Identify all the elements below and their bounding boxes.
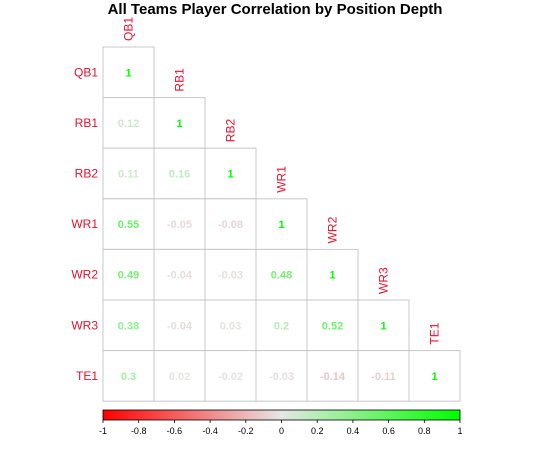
col-label-WR1: WR1: [275, 166, 289, 193]
correlation-values: 1 0.12 1 0.11 0.16 1 0.55 -0.05 -0.08 1 0.49 -0.04 -…: [118, 67, 438, 383]
value-WR1-QB1: 0.55: [118, 219, 139, 231]
value-TE1-WR2: -0.14: [320, 371, 346, 383]
cell-TE1-RB1: [153, 350, 206, 402]
value-WR2-RB2: -0.03: [218, 270, 243, 282]
color-legend-tick-label: 0.8: [418, 426, 431, 436]
cell-TE1-WR3: [357, 350, 410, 402]
cell-RB2-RB2: [204, 147, 257, 200]
col-label-TE1: TE1: [428, 322, 442, 344]
color-legend-tick-label: 0.2: [311, 426, 324, 436]
column-labels: QB1 RB1 RB2 WR1 WR2 WR3 TE1: [122, 17, 442, 345]
cell-WR2-RB1: [153, 248, 206, 301]
color-legend-bar: [102, 409, 461, 421]
row-label-WR3: WR3: [71, 318, 98, 332]
cell-TE1-QB1: [102, 350, 155, 402]
value-WR2-RB1: -0.04: [167, 270, 193, 282]
cell-WR3-WR2: [306, 299, 359, 352]
cell-WR3-WR3: [357, 299, 410, 352]
row-labels: QB1 RB1 RB2 WR1 WR2 WR3 TE1: [71, 65, 98, 383]
row-label-TE1: TE1: [76, 369, 98, 383]
color-legend-tick-label: 0: [279, 426, 284, 436]
color-legend-tick-label: 0.4: [347, 426, 360, 436]
cell-WR1-RB1: [153, 198, 206, 250]
cell-TE1-WR1: [255, 350, 308, 402]
color-legend-tick-label: -1: [99, 426, 107, 436]
value-TE1-RB2: -0.02: [218, 371, 243, 383]
value-WR3-QB1: 0.38: [118, 320, 139, 332]
col-label-RB1: RB1: [173, 68, 187, 92]
color-legend-tick-label: 1: [457, 426, 462, 436]
row-label-RB1: RB1: [75, 116, 99, 130]
color-legend-tick-label: -0.6: [167, 426, 183, 436]
value-TE1-TE1: 1: [431, 371, 437, 383]
cell-TE1-TE1: [408, 350, 461, 402]
color-legend-tick-label: 0.6: [382, 426, 395, 436]
value-WR3-WR1: 0.2: [274, 320, 289, 332]
value-RB1-RB1: 1: [176, 118, 182, 130]
value-WR1-WR1: 1: [278, 219, 284, 231]
row-label-WR1: WR1: [71, 217, 98, 231]
value-TE1-QB1: 0.3: [121, 371, 136, 383]
value-WR1-RB2: -0.08: [218, 219, 243, 231]
color-legend: -1 -0.8 -0.6 -0.4 -0.2 0 0.2 0.4 0.6 0.8 1: [99, 409, 463, 436]
value-WR3-RB2: 0.03: [220, 320, 241, 332]
color-legend-tick-label: -0.2: [238, 426, 254, 436]
value-WR2-WR1: 0.48: [271, 270, 292, 282]
cell-WR1-WR1: [255, 198, 308, 250]
value-WR2-WR2: 1: [329, 270, 335, 282]
value-TE1-WR1: -0.03: [269, 371, 294, 383]
value-WR1-RB1: -0.05: [167, 219, 192, 231]
value-TE1-RB1: 0.02: [169, 371, 190, 383]
value-WR2-QB1: 0.49: [118, 270, 139, 282]
value-RB2-QB1: 0.11: [118, 169, 139, 181]
cell-WR3-WR1: [255, 299, 308, 352]
value-WR3-WR2: 0.52: [322, 320, 343, 332]
col-label-RB2: RB2: [224, 119, 238, 143]
value-RB2-RB1: 0.16: [169, 169, 190, 181]
col-label-QB1: QB1: [122, 17, 136, 41]
value-RB2-RB2: 1: [227, 169, 233, 181]
cell-WR3-RB1: [153, 299, 206, 352]
col-label-WR2: WR2: [326, 216, 340, 243]
col-label-WR3: WR3: [377, 267, 391, 294]
cell-WR2-WR1: [255, 248, 308, 301]
color-legend-tick-label: -0.4: [202, 426, 218, 436]
value-TE1-WR3: -0.11: [371, 371, 395, 383]
value-WR3-WR3: 1: [380, 320, 386, 332]
value-QB1-QB1: 1: [125, 67, 131, 79]
value-WR3-RB1: -0.04: [167, 320, 193, 332]
color-legend-tick-label: -0.8: [131, 426, 147, 436]
cell-WR3-QB1: [102, 299, 155, 352]
correlation-cells: [102, 46, 461, 402]
cell-RB1-QB1: [102, 97, 155, 149]
row-label-QB1: QB1: [74, 65, 98, 79]
value-RB1-QB1: 0.12: [118, 118, 139, 130]
cell-RB1-RB1: [153, 97, 206, 149]
cell-WR3-RB2: [204, 299, 257, 352]
cell-QB1-QB1: [102, 46, 155, 99]
row-label-RB2: RB2: [75, 167, 99, 181]
row-label-WR2: WR2: [71, 268, 98, 282]
chart-title: All Teams Player Correlation by Position…: [108, 1, 443, 18]
